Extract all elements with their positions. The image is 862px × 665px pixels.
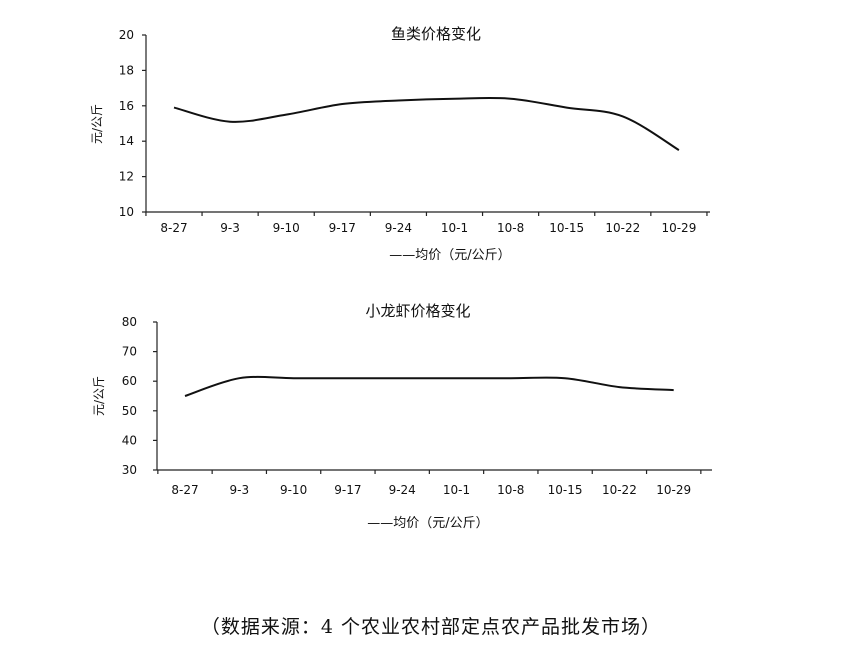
chart-title: 小龙虾价格变化 bbox=[365, 302, 470, 320]
y-tick-label: 40 bbox=[122, 433, 137, 447]
y-tick-label: 18 bbox=[119, 63, 134, 77]
x-tick-label: 9-24 bbox=[389, 483, 416, 497]
y-tick-label: 10 bbox=[119, 205, 134, 219]
y-tick-label: 16 bbox=[119, 99, 134, 113]
x-tick-label: 9-17 bbox=[329, 221, 356, 235]
x-tick-label: 10-15 bbox=[548, 483, 583, 497]
x-tick-label: 10-29 bbox=[656, 483, 691, 497]
y-axis-label: 元/公斤 bbox=[92, 376, 106, 416]
chart-title: 鱼类价格变化 bbox=[391, 25, 481, 43]
x-tick-label: 9-24 bbox=[385, 221, 412, 235]
y-tick-label: 14 bbox=[119, 134, 134, 148]
x-tick-label: 10-29 bbox=[661, 221, 696, 235]
x-tick-label: 8-27 bbox=[160, 221, 187, 235]
x-tick-label: 10-8 bbox=[497, 221, 524, 235]
x-tick-label: 9-3 bbox=[229, 483, 249, 497]
x-tick-label: 8-27 bbox=[171, 483, 198, 497]
fish-price-chart: 鱼类价格变化 10 12 14 16 18 20 8-27 9-3 9-10 9-17 9-24 10-… bbox=[90, 25, 710, 263]
x-tick-label: 10-15 bbox=[549, 221, 584, 235]
crayfish-price-chart: 小龙虾价格变化 30 40 50 60 70 80 8-27 9-3 9-10 9-17 9-24 10… bbox=[92, 302, 712, 531]
x-tick-label: 10-8 bbox=[497, 483, 524, 497]
x-tick-label: 10-1 bbox=[443, 483, 470, 497]
x-tick-label: 10-1 bbox=[441, 221, 468, 235]
data-source-note: （数据来源：4 个农业农村部定点农产品批发市场） bbox=[200, 616, 662, 638]
legend-label: ——均价（元/公斤） bbox=[389, 248, 510, 263]
y-tick-label: 20 bbox=[119, 28, 134, 42]
x-tick-label: 9-3 bbox=[220, 221, 240, 235]
x-tick-label: 10-22 bbox=[605, 221, 640, 235]
y-axis-label: 元/公斤 bbox=[90, 104, 104, 144]
y-tick-label: 30 bbox=[122, 463, 137, 477]
y-tick-label: 50 bbox=[122, 404, 137, 418]
y-tick-label: 12 bbox=[119, 170, 134, 184]
y-tick-label: 60 bbox=[122, 374, 137, 388]
y-tick-label: 70 bbox=[122, 345, 137, 359]
x-tick-label: 9-17 bbox=[334, 483, 361, 497]
x-tick-label: 9-10 bbox=[273, 221, 300, 235]
legend-label: ——均价（元/公斤） bbox=[367, 516, 488, 531]
series-line bbox=[173, 96, 680, 151]
x-tick-label: 10-22 bbox=[602, 483, 637, 497]
series-line bbox=[184, 375, 674, 397]
y-tick-label: 80 bbox=[122, 315, 137, 329]
x-tick-label: 9-10 bbox=[280, 483, 307, 497]
